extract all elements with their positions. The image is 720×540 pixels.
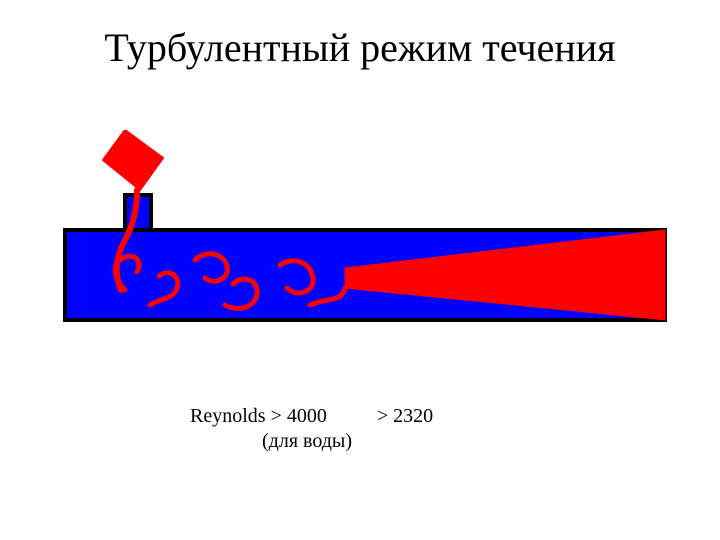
slide-title: Турбулентный режим течения bbox=[0, 24, 720, 71]
slide: Турбулентный режим течения Reynolds > 40… bbox=[0, 0, 720, 540]
turbulent-flow-diagram bbox=[55, 130, 675, 350]
caption-line-2: (для воды) bbox=[262, 430, 352, 453]
caption-line-1: Reynolds > 4000 > 2320 bbox=[190, 405, 433, 428]
dye-funnel bbox=[103, 130, 163, 190]
